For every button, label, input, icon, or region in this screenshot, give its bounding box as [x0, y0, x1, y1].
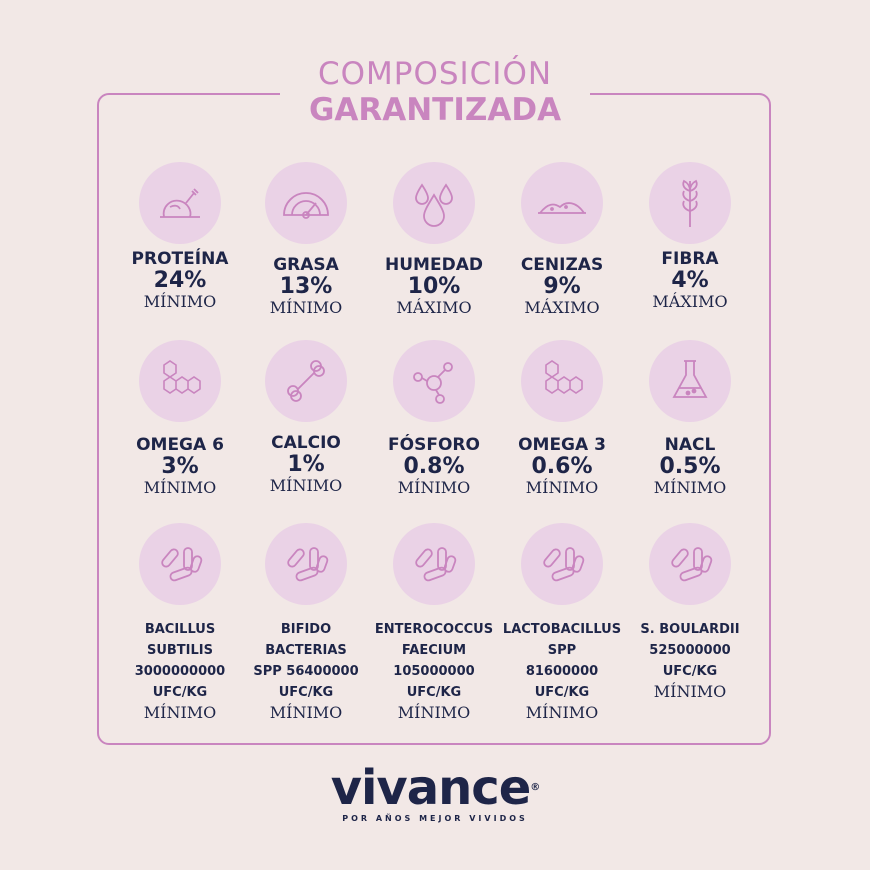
title-line1: COMPOSICIÓN: [317, 56, 553, 92]
nutrient-omega6: OMEGA 6 3% MÍNIMO: [115, 340, 245, 498]
nutrient-fibra: FIBRA 4% MÁXIMO: [625, 162, 755, 312]
nutrient-cenizas: CENIZAS 9% MÁXIMO: [497, 162, 627, 318]
brand-name: vivance: [330, 760, 532, 816]
bacteria-icon: [649, 523, 731, 605]
bacteria-icon: [521, 523, 603, 605]
molecule-hex-icon: [139, 340, 221, 422]
wheat-icon: [649, 162, 731, 244]
nutrient-omega3: OMEGA 3 0.6% MÍNIMO: [497, 340, 627, 498]
nutrient-proteina: PROTEÍNA 24% MÍNIMO: [115, 162, 245, 312]
ash-pile-icon: [521, 162, 603, 244]
nutrient-nacl: NACL 0.5% MÍNIMO: [625, 340, 755, 498]
brand-logo: vivance® POR AÑOS MEJOR VIVIDOS: [0, 760, 870, 823]
brand-tagline: POR AÑOS MEJOR VIVIDOS: [342, 814, 528, 823]
title-line2: GARANTIZADA: [308, 92, 562, 128]
bacteria-icon: [139, 523, 221, 605]
page-title: COMPOSICIÓN GARANTIZADA: [280, 52, 590, 136]
bone-icon: [265, 340, 347, 422]
nutrient-grasa: GRASA 13% MÍNIMO: [241, 162, 371, 318]
registered-mark: ®: [530, 782, 540, 793]
nutrient-calcio: CALCIO 1% MÍNIMO: [241, 340, 371, 496]
drops-icon: [393, 162, 475, 244]
probiotic-bifido: BIFIDO BACTERIAS SPP 56400000 UFC/KG MÍN…: [241, 523, 371, 723]
bacteria-icon: [393, 523, 475, 605]
nutrient-fosforo: FÓSFORO 0.8% MÍNIMO: [369, 340, 499, 498]
probiotic-enterococcus: ENTEROCOCCUS FAECIUM 105000000 UFC/KG MÍ…: [369, 523, 499, 723]
chicken-icon: [139, 162, 221, 244]
bacteria-icon: [265, 523, 347, 605]
gauge-icon: [265, 162, 347, 244]
probiotic-boulardii: S. BOULARDII 525000000 UFC/KG MÍNIMO: [625, 523, 755, 702]
atom-icon: [393, 340, 475, 422]
molecule-hex-icon: [521, 340, 603, 422]
probiotic-bacillus: BACILLUS SUBTILIS 3000000000 UFC/KG MÍNI…: [115, 523, 245, 723]
nutrient-humedad: HUMEDAD 10% MÁXIMO: [369, 162, 499, 318]
flask-icon: [649, 340, 731, 422]
probiotic-lactobacillus: LACTOBACILLUS SPP 81600000 UFC/KG MÍNIMO: [497, 523, 627, 723]
